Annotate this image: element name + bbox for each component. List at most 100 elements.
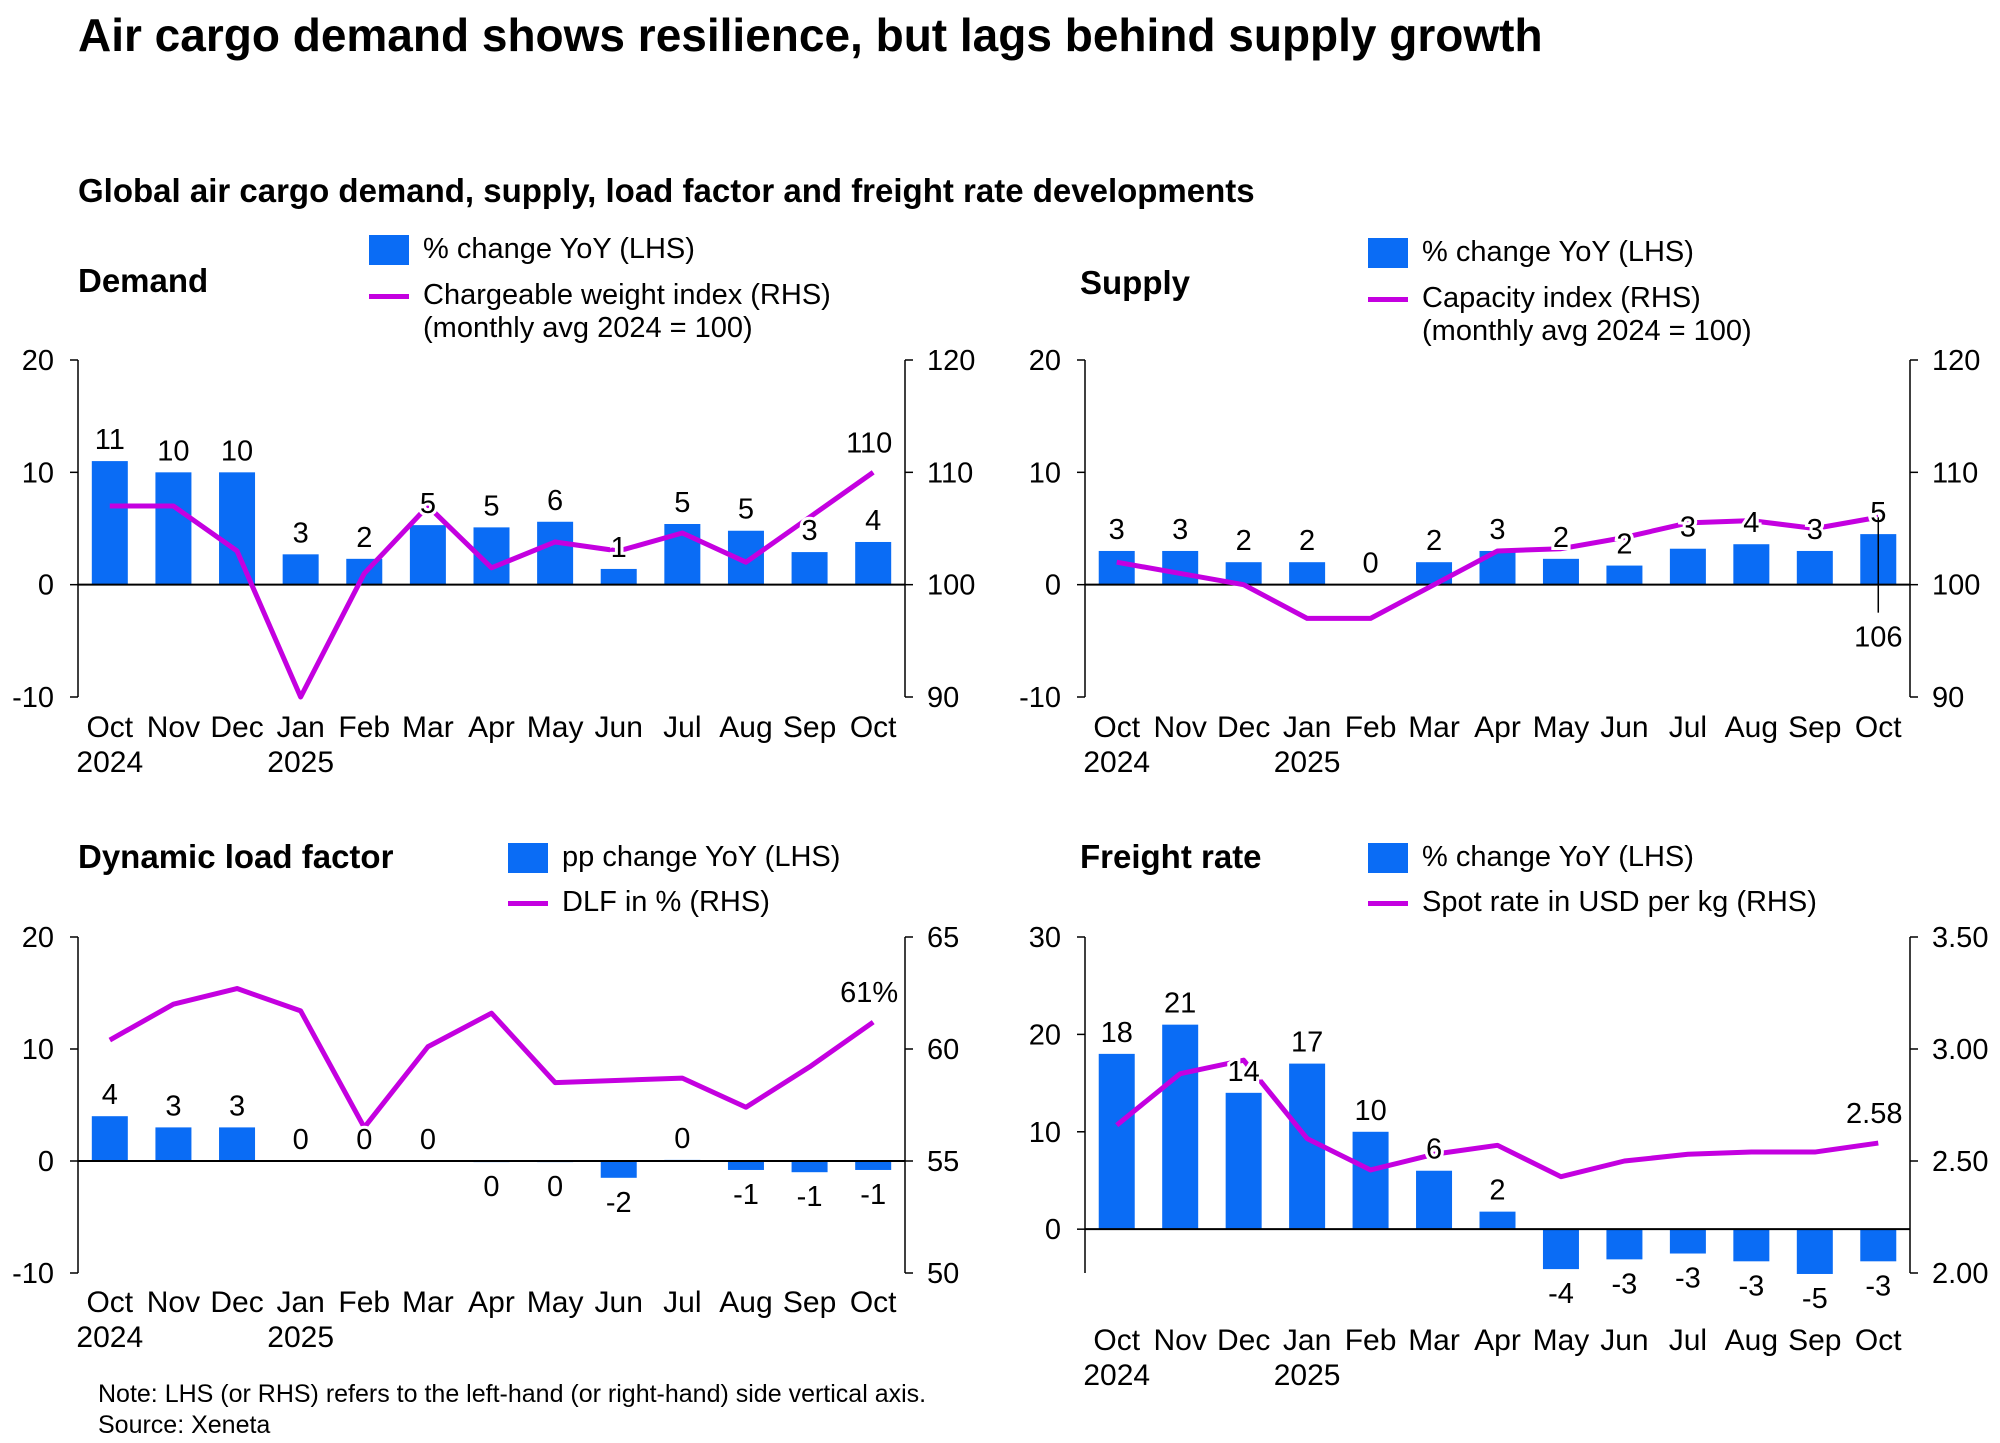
bar [1733,1229,1770,1262]
x-tick-label: May [1533,1324,1590,1357]
x-tick-label: Nov [147,711,200,744]
bar-data-label: -3 [1612,1268,1638,1300]
left-tick-label: 10 [1029,457,1061,489]
bar-data-label: 4 [1743,507,1759,539]
x-tick-label: Jul [1669,711,1707,744]
bar [1860,1229,1897,1262]
x-tick-label: Mar [1408,711,1460,744]
x-tick-label: Aug [1725,1324,1778,1357]
bar [727,1161,764,1170]
x-tick-label: Jan [276,711,324,744]
right-tick-label: 65 [927,922,959,954]
bar-data-label: 17 [1291,1027,1323,1059]
left-tick-label: 0 [1045,570,1061,602]
right-tick-label: 60 [927,1034,959,1066]
x-tick-label: Oct [1855,711,1902,744]
bar [600,568,637,585]
bar-data-label: 14 [1228,1056,1260,1088]
bar [1542,558,1579,585]
bar-data-label: 2 [1236,525,1252,557]
bar-data-label: 3 [165,1090,181,1122]
left-tick-label: 30 [1029,922,1061,954]
left-tick-label: -10 [12,682,54,714]
bar-data-label: -1 [860,1179,886,1211]
x-tick-label: Nov [1154,711,1207,744]
bar-data-label: 4 [865,505,881,537]
x-tick-label: Jul [663,1286,701,1319]
bar-data-label: 10 [221,435,253,467]
x-tick-label: Jan [276,1286,324,1319]
bar-data-label: 5 [483,490,499,522]
chart-subtitle: Global air cargo demand, supply, load fa… [78,172,1255,209]
x-tick-label: Apr [1474,1324,1521,1357]
bar-data-label: 5 [420,488,436,520]
legend-item-bar: % change YoY (LHS) [1368,236,1694,269]
legend-swatch-line [1368,901,1408,906]
right-tick-label: 2.50 [1932,1146,1988,1178]
x-tick-label: Sep [783,711,836,744]
x-tick-label: Oct [1093,711,1140,744]
panel-title-dlf: Dynamic load factor [78,838,394,875]
source-note: Source: Xeneta [98,1411,271,1439]
legend-label: % change YoY (LHS) [423,233,695,265]
x-tick-label: Sep [783,1286,836,1319]
x-tick-label: Jun [595,711,643,744]
bar-data-label: 1 [611,532,627,564]
bar-data-label: 2 [1299,525,1315,557]
legend-swatch-line [1368,297,1408,302]
bar [1162,1024,1199,1230]
line-series [108,986,875,1130]
bar-data-label: 18 [1101,1017,1133,1049]
bar [1289,562,1326,585]
bar-data-label: 3 [1109,514,1125,546]
page-title: Air cargo demand shows resilience, but l… [78,9,1543,61]
right-tick-label: 50 [927,1258,959,1290]
legend-item-bar: pp change YoY (LHS) [508,841,840,874]
bar-data-label: 10 [1354,1095,1386,1127]
bar [91,461,128,585]
x-year-label: 2025 [1274,1359,1341,1392]
legend-swatch-bar [1368,238,1408,268]
bar-data-label: 2 [1489,1175,1505,1207]
bar [219,472,256,585]
bar [855,1161,892,1170]
bar [1225,562,1262,585]
left-tick-label: 20 [1029,345,1061,377]
legend-item-line: Chargeable weight index (RHS) (monthly av… [369,279,831,345]
right-tick-label: 2.00 [1932,1258,1988,1290]
x-tick-label: Mar [402,1286,454,1319]
legend-label: % change YoY (LHS) [1422,236,1694,268]
bar-data-label: 5 [738,494,754,526]
legend-label: Capacity index (RHS) [1422,282,1701,314]
legend-swatch-line [508,901,548,906]
x-tick-label: Mar [1408,1324,1460,1357]
bar [1796,550,1833,585]
x-tick-label: Nov [147,1286,200,1319]
bar-data-label: 0 [293,1124,309,1156]
bar-data-label: 6 [1426,1134,1442,1166]
bar-data-label: 2 [1426,525,1442,557]
x-year-label: 2024 [1083,1359,1150,1392]
bar-data-label: 5 [674,487,690,519]
right-tick-label: 120 [1932,345,1980,377]
bar [219,1127,256,1161]
bar [600,1161,637,1178]
bar-data-label: 0 [420,1124,436,1156]
bar-data-label: 3 [1172,514,1188,546]
x-tick-label: Jun [1600,711,1648,744]
left-tick-label: 10 [22,1034,54,1066]
x-tick-label: Jan [1283,1324,1331,1357]
line-end-label: 106 [1854,622,1902,654]
bar [1606,565,1643,585]
bar [855,541,892,585]
bar [1352,1131,1389,1230]
right-tick-label: 90 [927,682,959,714]
line-end-label: 2.58 [1846,1098,1902,1130]
legend-item-bar: % change YoY (LHS) [369,233,695,266]
bar [1669,1229,1706,1254]
right-tick-label: 3.00 [1932,1034,1988,1066]
x-tick-label: Jul [1669,1324,1707,1357]
left-tick-label: 10 [1029,1117,1061,1149]
x-tick-label: Oct [850,711,897,744]
